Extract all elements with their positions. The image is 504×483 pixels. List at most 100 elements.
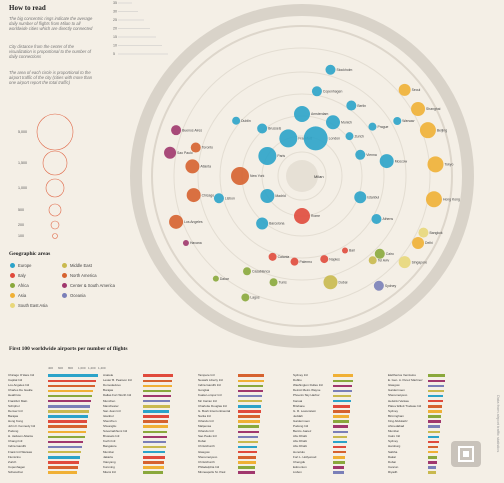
airport-name: Fiumicino — [8, 454, 21, 459]
city-label: Atlanta — [200, 165, 211, 169]
ring-guide — [173, 47, 431, 305]
area-color-dot — [62, 273, 67, 278]
city-label: Moscow — [395, 159, 408, 163]
city-label: Stockholm — [336, 68, 352, 72]
city-circle — [190, 142, 201, 153]
airport-bar — [48, 450, 81, 454]
city-label: Zurich — [354, 134, 364, 138]
airport-bar — [143, 425, 168, 428]
ranking-column: Sydney Intl Dubbo Washington Dulles Intl De… — [293, 366, 385, 478]
airport-name: Manchester — [103, 403, 119, 408]
airport-bar — [143, 450, 165, 454]
city-label: Copenhagen — [323, 90, 343, 94]
airport-bar — [143, 394, 171, 398]
airport-bar — [428, 410, 442, 413]
airport-bar — [143, 456, 165, 459]
city-label: Amsterdam — [311, 112, 329, 116]
airport-name: San Juan Intl — [103, 408, 121, 413]
airport-bar — [333, 456, 345, 459]
airport-name: Cairo Intl — [388, 434, 401, 439]
ring-guide — [197, 71, 407, 281]
city-label: London — [329, 137, 340, 141]
city-label: Tel Aviv — [378, 258, 390, 262]
city-circle — [393, 117, 402, 125]
note-distance: City distance from the center of the vis… — [9, 44, 91, 59]
airport-name: Hamburg — [388, 444, 401, 449]
city-label: Munich — [341, 121, 352, 125]
airport-name: Hong Kong — [8, 418, 24, 423]
city-circle — [294, 208, 310, 224]
ring-scale-label: 5 — [113, 52, 115, 56]
city-circle — [398, 256, 411, 269]
airport-bar — [48, 410, 89, 413]
area-color-dot — [62, 293, 67, 298]
city-label: Lisbon — [225, 196, 235, 200]
airport-name: Copenhagen — [8, 464, 26, 469]
airport-bar — [238, 384, 263, 388]
airport-bar — [238, 405, 261, 408]
airport-name: Narita Intl — [198, 413, 211, 418]
airport-bar — [428, 379, 445, 383]
airport-bar — [143, 440, 166, 444]
airport-name: Gardermoen — [388, 388, 405, 393]
areas-title: Geographic areas — [9, 251, 51, 257]
airport-name: Lester B. Pearson Intl — [103, 378, 132, 383]
airport-name: Sydney — [388, 408, 399, 413]
airport-bar — [333, 394, 351, 398]
airport-bar — [428, 461, 437, 464]
airport-bar — [143, 430, 167, 434]
area-label: Oceania — [70, 293, 86, 298]
airport-name: Washington Dulles Intl — [293, 383, 323, 388]
area-color-dot — [62, 283, 67, 288]
city-circle — [325, 64, 336, 75]
airport-bar — [428, 425, 440, 428]
city-circle — [427, 156, 444, 173]
airport-bar — [48, 466, 78, 469]
airport-name: Pudong Intl — [293, 424, 309, 428]
city-circle — [213, 193, 224, 204]
airport-bar — [333, 415, 349, 418]
airport-name: Shuangliu — [103, 424, 117, 428]
airport-bar — [238, 440, 258, 444]
airport-name: Christchurch — [198, 444, 215, 449]
airport-name: Miami Intl — [103, 469, 116, 474]
area-label: Italy — [18, 273, 26, 278]
city-circle — [258, 147, 277, 165]
airport-bar — [48, 379, 96, 383]
airport-bar — [333, 461, 345, 464]
airport-name: Helsinki Vantaa — [388, 398, 409, 403]
airport-bar — [143, 379, 172, 383]
airport-name: Borajas — [103, 388, 114, 393]
airport-bar — [48, 445, 82, 449]
airport-bar — [143, 461, 164, 464]
airport-name: Benito Juarez — [293, 429, 312, 434]
ring-scale-label: 25 — [113, 18, 117, 22]
city-circle — [398, 83, 411, 96]
fullscreen-button[interactable] — [451, 441, 481, 467]
city-label: Shanghai — [426, 107, 441, 111]
airport-bar — [238, 430, 259, 434]
axis-tick: 1,200 — [88, 366, 96, 370]
area-color-dot — [10, 273, 15, 278]
airport-name: Barajas — [8, 413, 19, 418]
airport-name: Domodedovo — [103, 383, 121, 388]
airport-bar — [428, 450, 438, 454]
city-circle — [373, 280, 384, 291]
city-label: Delhi — [425, 241, 433, 245]
airport-bar — [428, 435, 439, 439]
airport-name: Sabiha — [388, 449, 398, 454]
city-circle — [342, 247, 348, 254]
airport-bar — [333, 410, 350, 413]
city-circle — [294, 106, 310, 122]
airport-bar — [143, 374, 173, 377]
city-circle — [412, 237, 425, 249]
airport-name: Heathrow — [8, 393, 21, 398]
airport-name: Pudong — [8, 429, 19, 434]
city-circle — [320, 255, 329, 264]
airport-name: Platov Elliott Trudeau Intl — [388, 403, 422, 408]
airport-bar — [48, 456, 80, 459]
airport-bar — [143, 399, 170, 403]
airport-bar — [333, 379, 353, 383]
airport-name: Newark Liberty Intl — [198, 378, 223, 383]
city-label: Warsaw — [402, 119, 415, 123]
